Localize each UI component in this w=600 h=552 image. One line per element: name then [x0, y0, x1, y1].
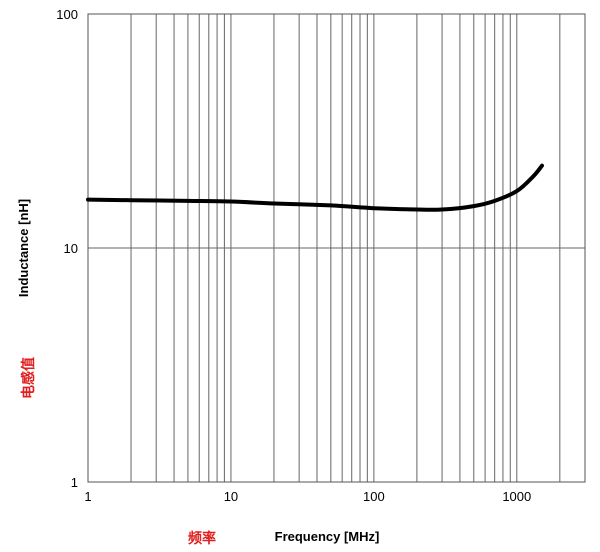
y-axis-title: Inductance [nH]	[16, 199, 31, 297]
y-tick-label: 10	[64, 241, 78, 256]
x-tick-labels: 1 10 100 1000	[84, 489, 531, 504]
y-axis-annotation: 电感值	[20, 357, 37, 399]
x-tick-label: 1	[84, 489, 91, 504]
x-tick-label: 100	[363, 489, 385, 504]
grid-lines	[88, 14, 585, 482]
inductance-curve	[86, 163, 544, 212]
plot-border	[87, 13, 586, 483]
x-axis-title: Frequency [MHz]	[275, 529, 380, 544]
y-tick-labels: 1 10 100	[56, 7, 78, 490]
y-tick-label: 1	[71, 475, 78, 490]
x-axis-annotation: 频率	[188, 530, 216, 547]
y-tick-label: 100	[56, 7, 78, 22]
x-tick-label: 10	[224, 489, 238, 504]
x-tick-label: 1000	[502, 489, 531, 504]
